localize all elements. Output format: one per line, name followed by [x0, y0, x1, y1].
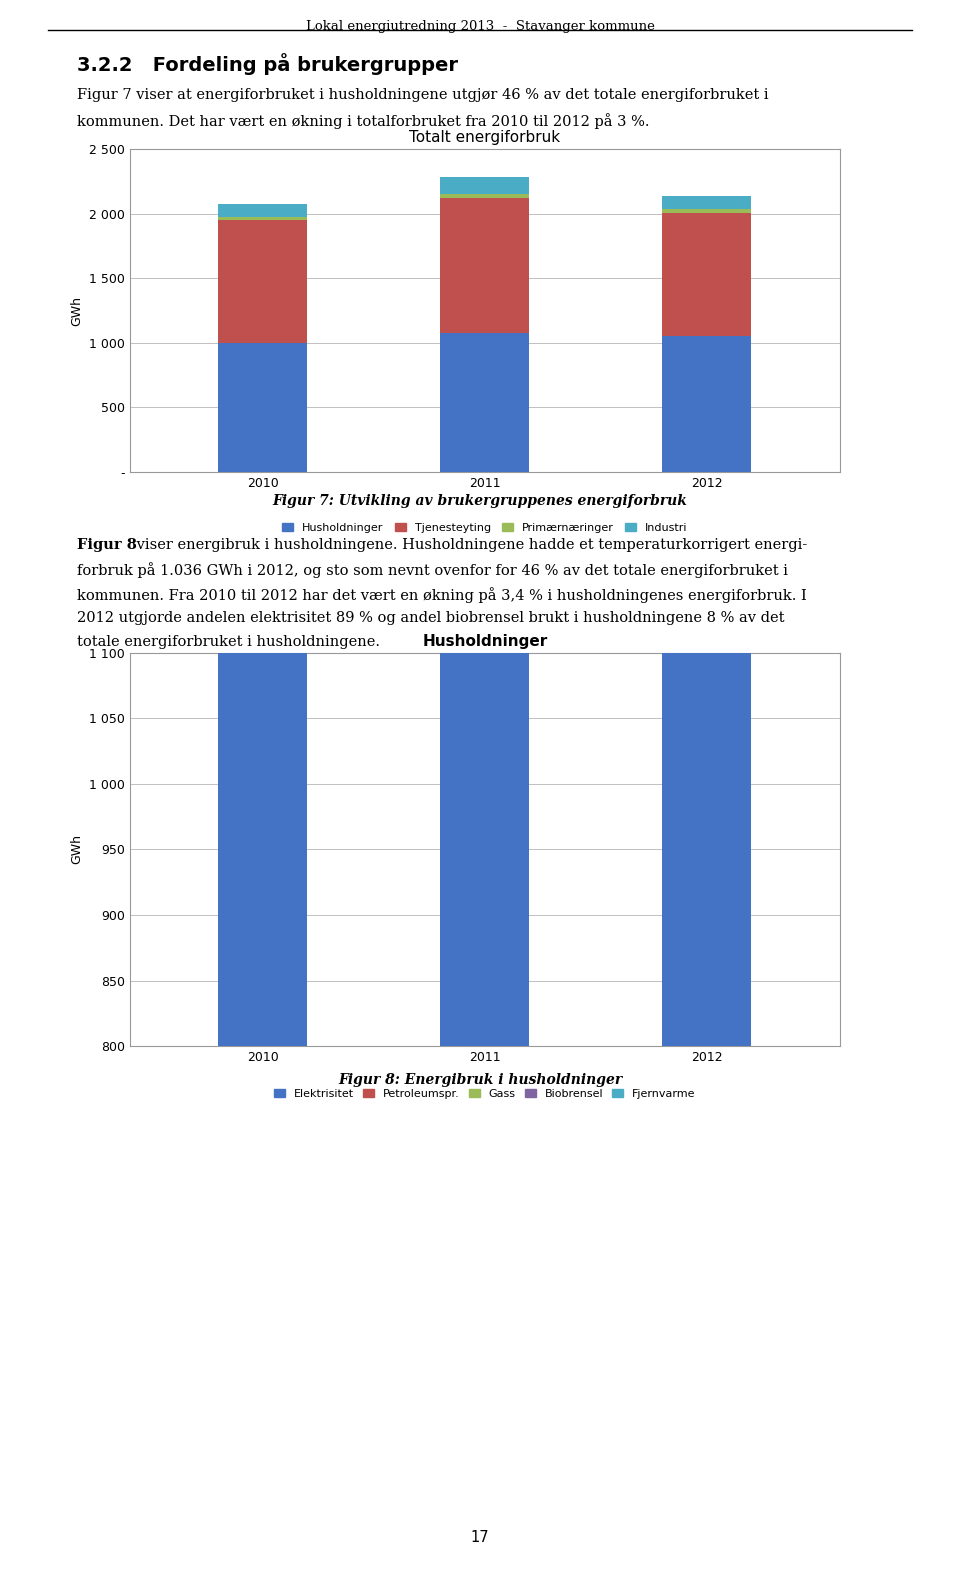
- Text: viser energibruk i husholdningene. Husholdningene hadde et temperaturkorrigert e: viser energibruk i husholdningene. Husho…: [132, 538, 807, 552]
- Bar: [219, 343, 307, 472]
- Text: forbruk på 1.036 GWh i 2012, og sto som nevnt ovenfor for 46 % av det totale ene: forbruk på 1.036 GWh i 2012, og sto som …: [77, 562, 788, 579]
- Text: kommunen. Det har vært en økning i totalforbruket fra 2010 til 2012 på 3 %.: kommunen. Det har vært en økning i total…: [77, 113, 649, 129]
- Legend: Elektrisitet, Petroleumspr., Gass, Biobrensel, Fjernvarme: Elektrisitet, Petroleumspr., Gass, Biobr…: [270, 1084, 700, 1103]
- Bar: [662, 337, 752, 472]
- Bar: [219, 220, 307, 343]
- Bar: [441, 176, 529, 193]
- Bar: [219, 217, 307, 220]
- Text: Lokal energiutredning 2013  -  Stavanger kommune: Lokal energiutredning 2013 - Stavanger k…: [305, 19, 655, 33]
- Bar: [219, 203, 307, 217]
- Text: Figur 8: Figur 8: [77, 538, 136, 552]
- Bar: [441, 193, 529, 198]
- Bar: [662, 209, 752, 212]
- Title: Totalt energiforbruk: Totalt energiforbruk: [409, 131, 561, 145]
- Bar: [441, 0, 529, 1046]
- Y-axis label: GWh: GWh: [70, 834, 84, 865]
- Text: Figur 8: Energibruk i husholdninger: Figur 8: Energibruk i husholdninger: [338, 1073, 622, 1087]
- Text: 2012 utgjorde andelen elektrisitet 89 % og andel biobrensel brukt i husholdninge: 2012 utgjorde andelen elektrisitet 89 % …: [77, 610, 784, 624]
- Bar: [662, 197, 752, 209]
- Text: 17: 17: [470, 1529, 490, 1545]
- Bar: [441, 198, 529, 333]
- Title: Husholdninger: Husholdninger: [422, 634, 547, 648]
- Bar: [441, 333, 529, 472]
- Bar: [219, 0, 307, 1046]
- Text: Figur 7 viser at energiforbruket i husholdningene utgjør 46 % av det totale ener: Figur 7 viser at energiforbruket i husho…: [77, 88, 768, 102]
- Text: kommunen. Fra 2010 til 2012 har det vært en økning på 3,4 % i husholdningenes en: kommunen. Fra 2010 til 2012 har det vært…: [77, 587, 806, 602]
- Bar: [662, 212, 752, 337]
- Text: totale energiforbruket i husholdningene.: totale energiforbruket i husholdningene.: [77, 635, 380, 650]
- Text: 3.2.2   Fordeling på brukergrupper: 3.2.2 Fordeling på brukergrupper: [77, 53, 458, 76]
- Text: Figur 7: Utvikling av brukergruppenes energiforbruk: Figur 7: Utvikling av brukergruppenes en…: [273, 494, 687, 508]
- Bar: [662, 0, 752, 1046]
- Legend: Husholdninger, Tjenesteyting, Primærnæringer, Industri: Husholdninger, Tjenesteyting, Primærnæri…: [277, 518, 692, 538]
- Y-axis label: GWh: GWh: [70, 296, 84, 326]
